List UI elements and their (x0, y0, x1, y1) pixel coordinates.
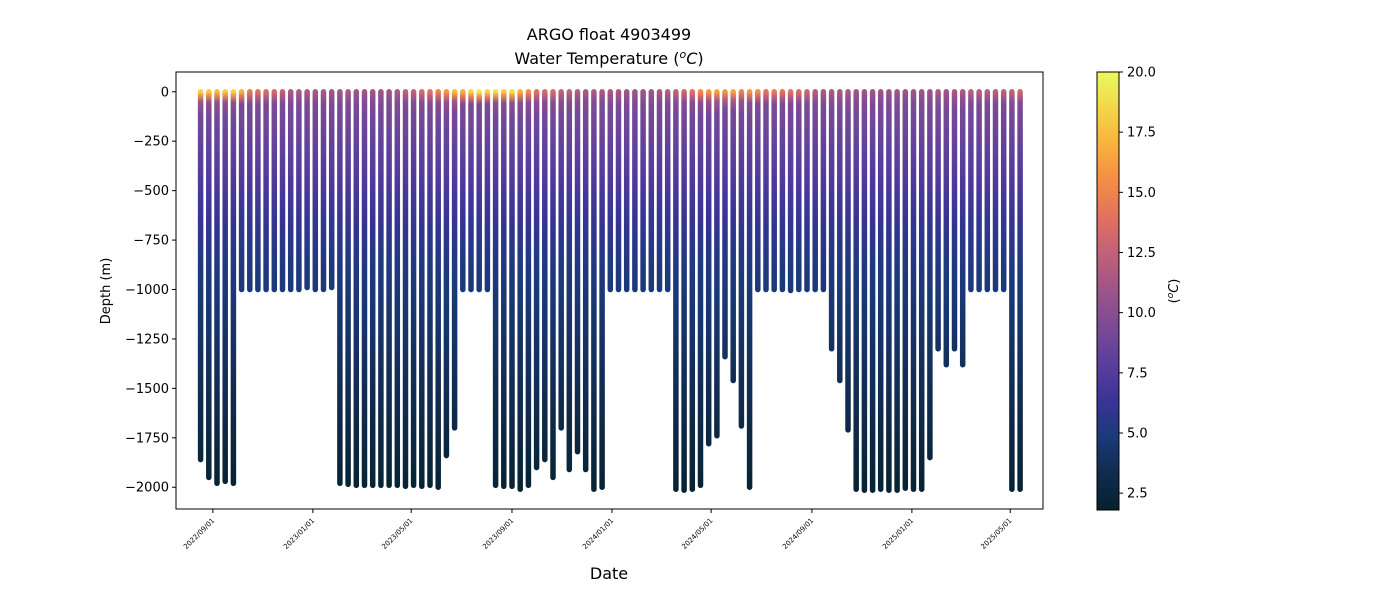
y-tick-label: −750 (133, 234, 169, 249)
colorbar-label: (oC) (1166, 279, 1182, 304)
x-tick-label: 2024/05/01 (680, 517, 714, 551)
colorbar-tick-label: 15.0 (1127, 186, 1156, 201)
x-tick-label: 2025/01/01 (881, 517, 915, 551)
chart-title: ARGO float 4903499 (527, 25, 691, 44)
y-tick-label: −500 (133, 184, 169, 199)
subtitle-unit: C (686, 49, 698, 68)
x-tick-label: 2025/05/01 (979, 517, 1013, 551)
colorbar-tick-label: 10.0 (1127, 306, 1156, 321)
x-tick-label: 2024/09/01 (781, 517, 815, 551)
y-tick-label: −1000 (125, 283, 169, 298)
x-tick-label: 2023/05/01 (380, 517, 414, 551)
y-axis: 0 −250 −500 −750 −1000 −1250 −1500 −1750 −2000 (125, 85, 176, 496)
x-axis-label: Date (590, 564, 628, 583)
x-tick-label: 2023/01/01 (282, 517, 316, 551)
colorbar-tick-label: 20.0 (1127, 66, 1156, 81)
colorbar-tick-label: 2.5 (1127, 487, 1148, 502)
y-tick-label: −1750 (125, 431, 169, 446)
y-tick-label: −1250 (125, 332, 169, 347)
cb-label-sup: o (1166, 292, 1176, 298)
colorbar-ticks: 2.5 5.0 7.5 10.0 12.5 15.0 17.5 20.0 (1119, 66, 1156, 502)
colorbar-tick-label: 17.5 (1127, 126, 1156, 141)
cb-label-unit: C (1167, 283, 1182, 293)
colorbar-tick-label: 7.5 (1127, 366, 1148, 381)
y-axis-label: Depth (m) (99, 258, 114, 325)
colorbar (1096, 71, 1120, 511)
x-axis: 2022/09/01 2023/01/01 2023/05/01 2023/09/01… (182, 509, 1014, 551)
x-tick-label: 2023/09/01 (481, 517, 515, 551)
colorbar-tick-label: 5.0 (1127, 426, 1148, 441)
subtitle-suffix: ) (697, 49, 703, 68)
y-tick-label: 0 (161, 85, 169, 100)
y-tick-label: −2000 (125, 481, 169, 496)
profile-lines (197, 89, 1023, 493)
chart-subtitle: Water Temperature (oC) (514, 48, 703, 68)
subtitle-prefix: Water Temperature ( (514, 49, 679, 68)
cb-label-suffix: ) (1167, 279, 1182, 284)
x-tick-label: 2024/01/01 (581, 517, 615, 551)
subtitle-sup: o (679, 48, 686, 61)
axes-frame (175, 71, 1044, 510)
y-tick-label: −250 (133, 135, 169, 150)
x-tick-label: 2022/09/01 (182, 517, 216, 551)
cb-label-prefix: ( (1167, 298, 1182, 303)
y-tick-label: −1500 (125, 382, 169, 397)
colorbar-tick-label: 12.5 (1127, 246, 1156, 261)
